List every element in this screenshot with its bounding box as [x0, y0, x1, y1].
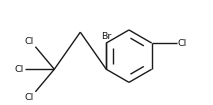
Text: Cl: Cl [177, 39, 186, 48]
Text: Br: Br [101, 32, 111, 41]
Text: Cl: Cl [25, 37, 34, 46]
Text: Cl: Cl [25, 93, 34, 102]
Text: Cl: Cl [14, 65, 24, 74]
